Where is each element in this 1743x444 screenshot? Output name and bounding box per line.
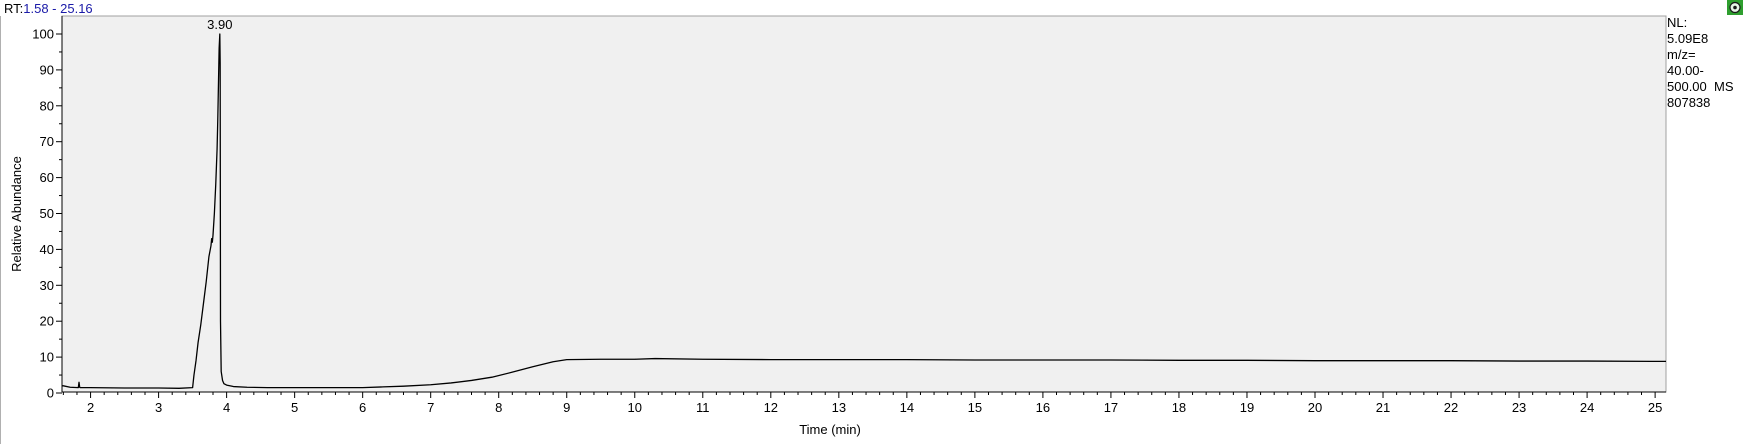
y-tick-label: 50 — [40, 206, 54, 221]
rt-range-prefix: RT: — [4, 1, 23, 16]
y-axis: 0 10 20 30 40 50 60 70 80 90 100 — [32, 16, 63, 401]
info-line: 807838 — [1667, 95, 1710, 110]
y-tick-label: 40 — [40, 242, 54, 257]
info-line: NL: — [1667, 15, 1687, 30]
y-tick-label: 100 — [32, 27, 54, 42]
y-tick-label: 60 — [40, 170, 54, 185]
chromatogram-settings-icon[interactable] — [1727, 0, 1743, 15]
x-tick-label: 3 — [155, 400, 162, 415]
y-tick-label: 20 — [40, 314, 54, 329]
series-line — [62, 33, 1667, 389]
y-tick-label: 30 — [40, 278, 54, 293]
series-layer — [62, 33, 1667, 389]
x-tick-label: 23 — [1512, 400, 1526, 415]
info-line: 500.00 MS — [1667, 79, 1734, 94]
x-tick-label: 9 — [563, 400, 570, 415]
x-tick-label: 5 — [291, 400, 298, 415]
x-tick-label: 21 — [1376, 400, 1390, 415]
x-tick-label: 22 — [1444, 400, 1458, 415]
x-tick-label: 19 — [1240, 400, 1254, 415]
x-tick-label: 15 — [968, 400, 982, 415]
y-tick-label: 90 — [40, 62, 54, 77]
y-axis-label: Relative Abundance — [9, 156, 24, 272]
info-line: 5.09E8 — [1667, 31, 1708, 46]
y-tick-label: 70 — [40, 134, 54, 149]
x-tick-label: 25 — [1648, 400, 1662, 415]
x-tick-label: 12 — [764, 400, 778, 415]
x-tick-label: 24 — [1580, 400, 1594, 415]
x-tick-label: 18 — [1172, 400, 1186, 415]
icon-center — [1733, 5, 1737, 10]
x-tick-label: 14 — [900, 400, 914, 415]
rt-range-readout: RT:1.58 - 25.16 — [4, 1, 93, 16]
y-tick-label: 80 — [40, 98, 54, 113]
x-tick-label: 17 — [1104, 400, 1118, 415]
x-tick-label: 16 — [1036, 400, 1050, 415]
x-tick-label: 6 — [359, 400, 366, 415]
plot-area — [61, 15, 1667, 393]
x-tick-label: 10 — [628, 400, 642, 415]
rt-range-value: 1.58 - 25.16 — [23, 1, 92, 16]
x-tick-label: 13 — [832, 400, 846, 415]
x-tick-label: 2 — [87, 400, 94, 415]
x-axis: 2 3 4 5 6 7 8 9 10 11 12 13 14 15 16 17 18 19 20 21 22 23 24 25 — [62, 391, 1666, 415]
x-tick-label: 8 — [495, 400, 502, 415]
peak-label: 3.90 — [207, 17, 232, 32]
x-tick-label: 4 — [223, 400, 230, 415]
x-tick-label: 11 — [696, 400, 710, 415]
x-tick-label: 20 — [1308, 400, 1322, 415]
x-tick-label: 7 — [427, 400, 434, 415]
x-axis-label: Time (min) — [799, 422, 861, 437]
y-tick-label: 10 — [40, 350, 54, 365]
info-line: m/z= — [1667, 47, 1696, 62]
info-line: 40.00- — [1667, 63, 1704, 78]
annotation-layer: 3.90 — [207, 17, 232, 32]
y-tick-label: 0 — [47, 386, 54, 401]
